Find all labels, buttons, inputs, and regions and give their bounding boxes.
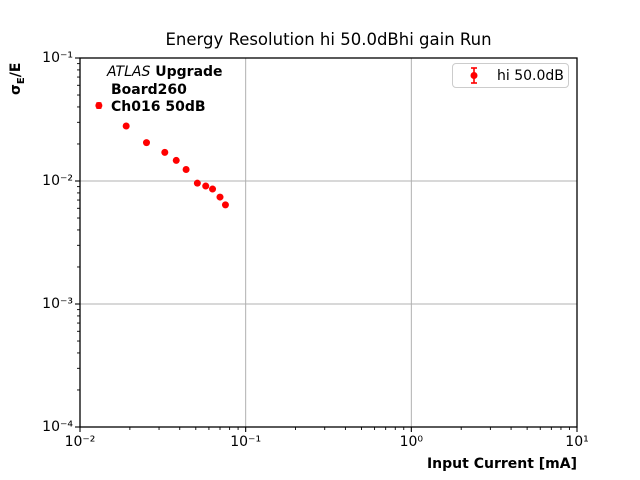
annotation-atlas: ATLAS [107,64,151,80]
data-point [221,201,229,209]
annotation-line1: ATLAS Upgrade [107,64,223,82]
data-series [95,101,229,209]
data-point [182,166,190,174]
y-axis-label: σE/E [8,57,27,95]
y-tick-label: 10⁻³ [42,296,73,312]
annotation-line2: Board260 [111,81,187,98]
legend-box: hi 50.0dB [452,63,569,88]
data-point [193,179,201,187]
y-tick-label: 10⁻⁴ [42,419,73,435]
data-point [202,182,210,190]
data-point [161,148,169,156]
data-point [216,193,224,201]
y-tick-label: 10⁻² [42,173,73,189]
chart-title: Energy Resolution hi 50.0dBhi gain Run [165,30,492,49]
x-tick-label: 10¹ [565,434,589,450]
x-tick-label: 10⁰ [399,434,424,450]
x-tick-label: 10⁻² [64,434,96,450]
annotation-upgrade: Upgrade [155,64,223,80]
data-point [142,139,150,147]
annotation-line3: Ch016 50dB [111,99,206,116]
data-point [122,122,130,130]
x-tick-label: 10⁻¹ [230,434,262,450]
legend-label: hi 50.0dB [497,67,564,84]
y-axis-label-sigma: σ [8,84,24,95]
x-axis-label: Input Current [mA] [426,456,577,472]
y-tick-label: 10⁻¹ [42,50,73,66]
data-point [95,101,103,109]
y-axis-label-rest: /E [8,62,24,78]
data-point [172,156,180,164]
y-axis-label-sub: E [15,77,27,85]
annotation-block: ATLAS Upgrade Board260 Ch016 50dB [107,64,223,117]
axes-spines [79,57,578,428]
axis-ticks [75,57,578,432]
legend-errorbar-icon [470,67,478,84]
data-point [209,185,217,193]
